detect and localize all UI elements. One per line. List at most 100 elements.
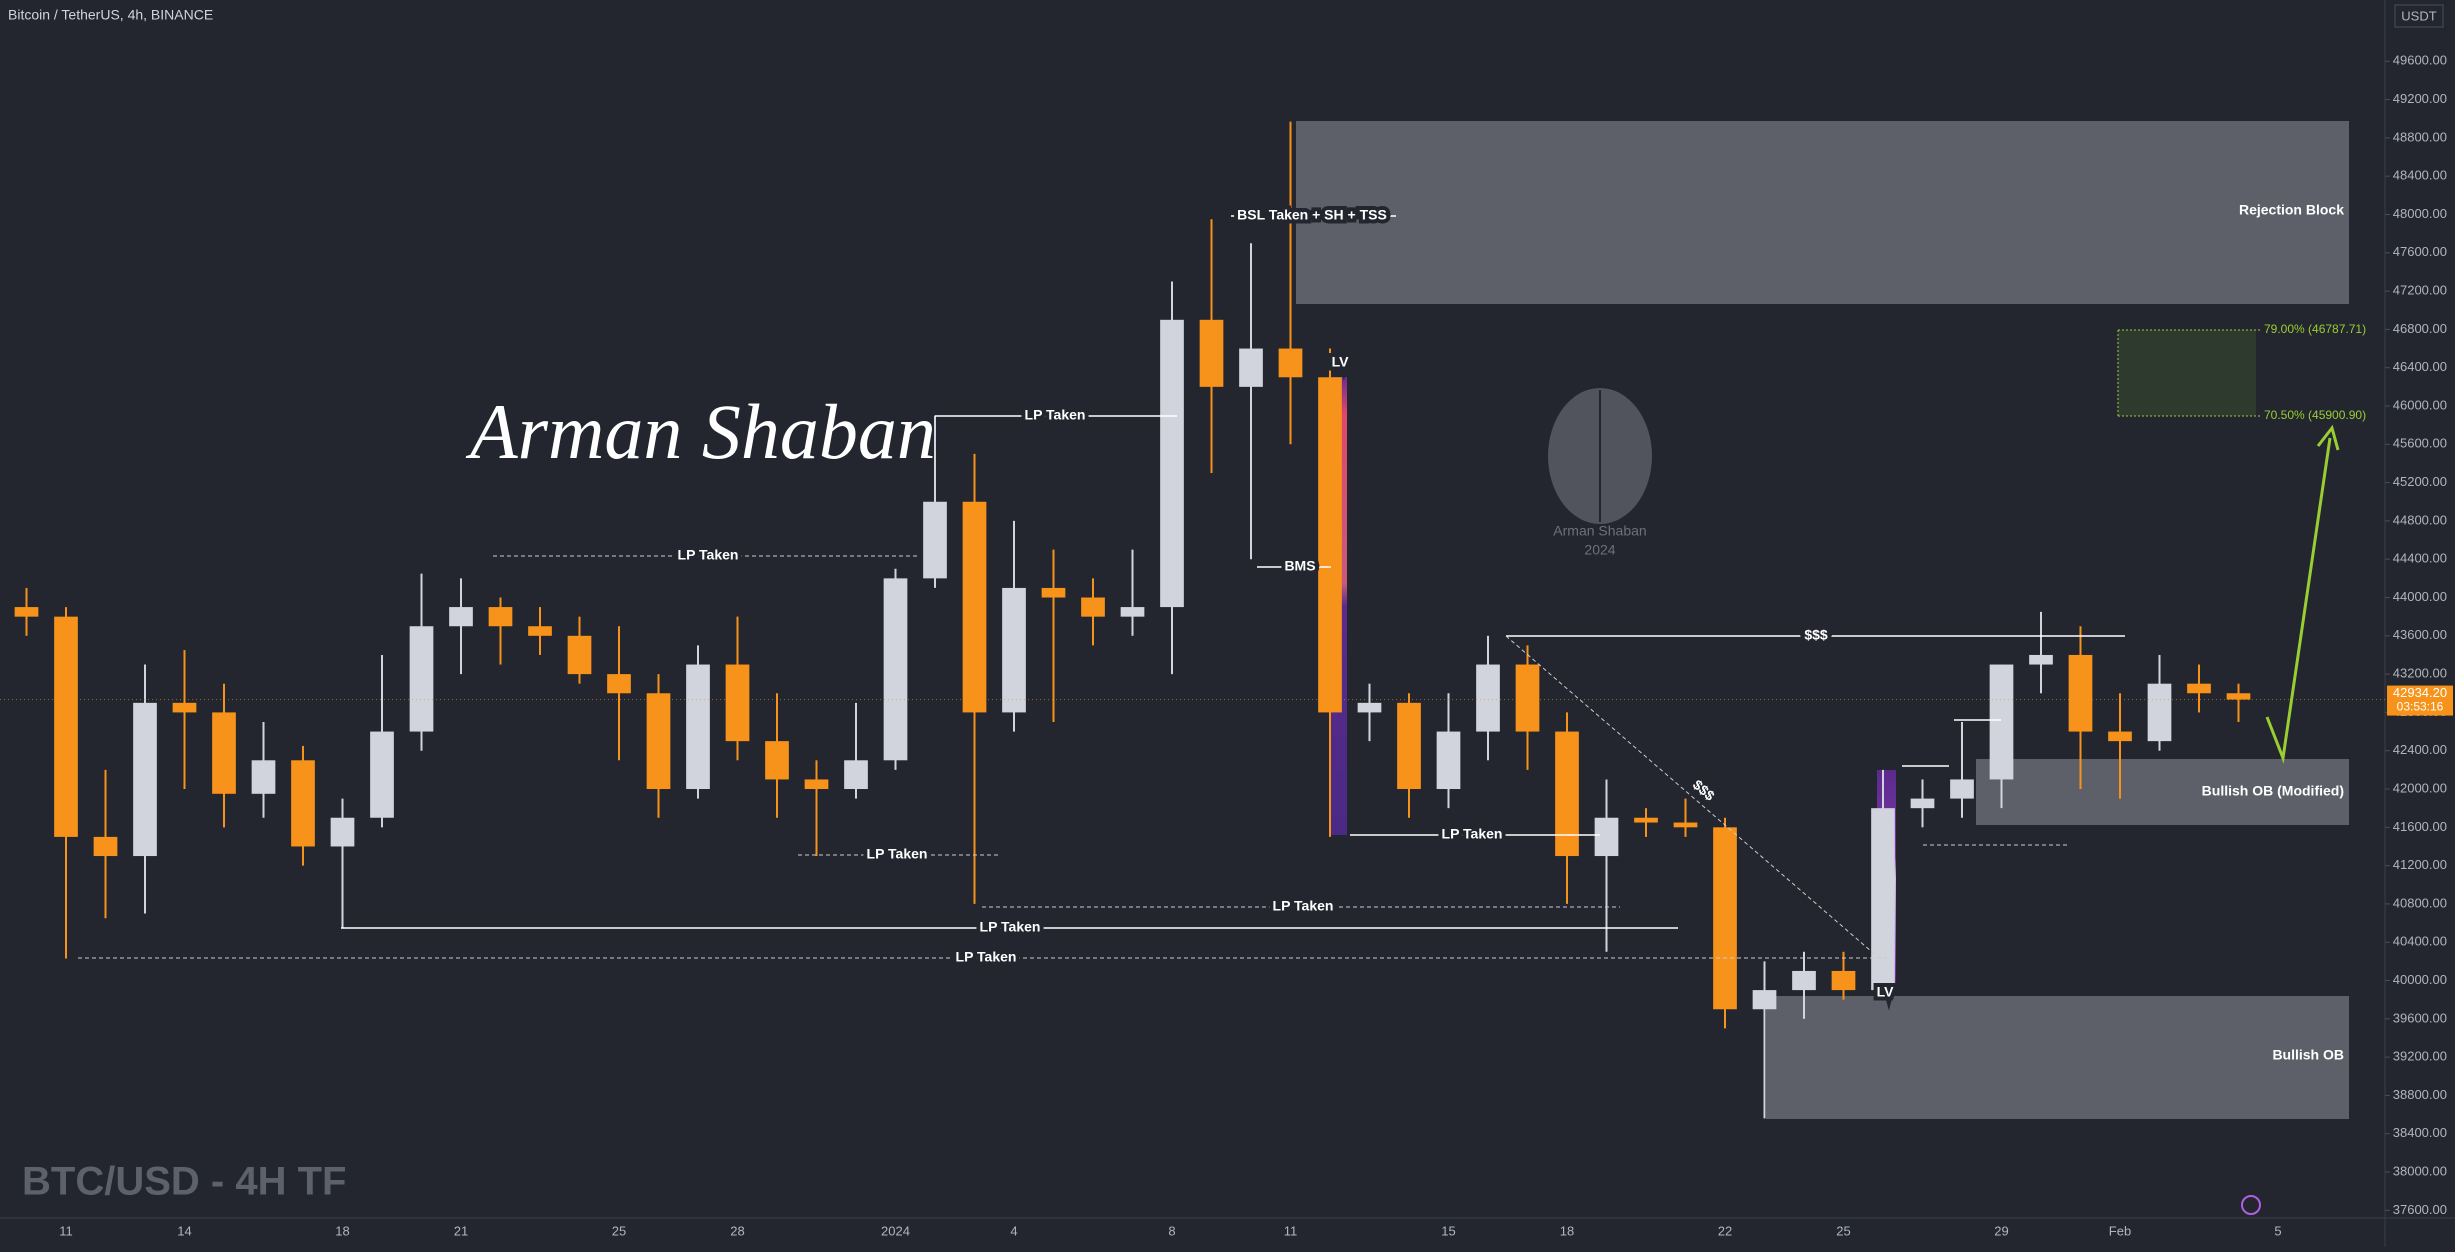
alert-icon[interactable]	[2241, 1195, 2261, 1215]
y-tick-label: 42000.00	[2393, 780, 2447, 795]
x-tick-label: 11	[59, 1223, 73, 1238]
candle-body	[2108, 731, 2132, 742]
candle-body	[449, 607, 473, 627]
candle-body	[567, 635, 592, 675]
candle-body	[2187, 683, 2211, 694]
candle-body	[1002, 587, 1026, 713]
candle-body	[883, 578, 908, 761]
candle-body	[646, 693, 671, 790]
candle-body	[725, 664, 750, 742]
annotation: BSL Taken + SH + TSS	[1237, 207, 1387, 223]
logo-text: Arman Shaban	[1553, 523, 1646, 539]
y-tick-label: 44800.00	[2393, 512, 2447, 527]
y-tick-label: 45200.00	[2393, 474, 2447, 489]
x-tick-label: 5	[2274, 1223, 2281, 1238]
annotation: $$$	[1804, 627, 1828, 643]
candle-body	[54, 616, 78, 837]
x-tick-label: 4	[1010, 1223, 1017, 1238]
fib-label: 70.50% (45900.90)	[2264, 408, 2366, 422]
x-tick-label: 28	[730, 1223, 744, 1238]
watermark: BTC/USD - 4H TF	[22, 1160, 346, 1204]
annotation: LV	[1332, 354, 1350, 370]
y-tick-label: 38400.00	[2393, 1125, 2447, 1140]
bullish-ob	[1766, 996, 2349, 1119]
candle-body	[1041, 587, 1066, 598]
x-tick-label: 29	[1994, 1223, 2008, 1238]
y-tick-label: 40400.00	[2393, 934, 2447, 949]
candle-body	[133, 702, 157, 857]
last-price-box	[2387, 685, 2453, 716]
candle-body	[488, 607, 513, 627]
bullish-ob-modified	[1976, 759, 2349, 825]
projection-arrow	[2265, 437, 2332, 764]
annotation: LP Taken	[956, 949, 1017, 965]
annotation: BMS	[1284, 558, 1315, 574]
x-tick-label: 25	[612, 1223, 626, 1238]
candle-body	[291, 760, 315, 847]
candle-body	[686, 664, 710, 790]
y-tick-label: 40000.00	[2393, 972, 2447, 987]
y-tick-label: 48000.00	[2393, 206, 2447, 221]
x-tick-label: 15	[1441, 1223, 1455, 1238]
candle-body	[1950, 779, 1974, 799]
trend-line	[1505, 635, 1880, 959]
candle-body	[1871, 808, 1895, 991]
logo-year: 2024	[1584, 542, 1615, 558]
candle-body	[409, 626, 434, 732]
candle-body	[1199, 319, 1224, 387]
x-tick-label: 8	[1168, 1223, 1175, 1238]
countdown: 03:53:16	[2397, 700, 2444, 714]
x-tick-label: 18	[335, 1223, 349, 1238]
candle-body	[1634, 817, 1658, 823]
y-tick-label: 46000.00	[2393, 397, 2447, 412]
candle-body	[14, 607, 39, 617]
candle-body	[2226, 693, 2251, 700]
candle-body	[1673, 822, 1698, 828]
candle-body	[1515, 664, 1540, 732]
candle-body	[1357, 702, 1382, 713]
y-tick-label: 44400.00	[2393, 551, 2447, 566]
candle-body	[1910, 798, 1935, 809]
candles	[14, 121, 2251, 1119]
candle-body	[1555, 731, 1579, 857]
y-tick-label: 49600.00	[2393, 53, 2447, 68]
candle-body	[330, 817, 355, 847]
x-tick-label: 21	[454, 1223, 468, 1238]
x-tick-label: 11	[1284, 1223, 1298, 1238]
x-tick-label: 14	[177, 1223, 191, 1238]
y-tick-label: 45600.00	[2393, 436, 2447, 451]
currency-box	[2394, 4, 2444, 28]
candle-body	[923, 501, 947, 579]
y-tick-label: 42400.00	[2393, 742, 2447, 757]
y-tick-label: 39600.00	[2393, 1010, 2447, 1025]
zone-label: Rejection Block	[2239, 202, 2344, 218]
candle-body	[804, 779, 829, 790]
zone-label: Bullish OB	[2272, 1047, 2344, 1063]
x-tick-label: Feb	[2109, 1223, 2131, 1238]
candle-body	[2029, 654, 2053, 665]
candle-body	[528, 626, 552, 636]
y-tick-label: 39200.00	[2393, 1049, 2447, 1064]
candle-body	[1989, 664, 2014, 780]
annotation: LV	[1877, 984, 1895, 1000]
y-tick-label: 38000.00	[2393, 1163, 2447, 1178]
x-tick-label: 22	[1718, 1223, 1732, 1238]
price-axis	[2385, 0, 2455, 1247]
x-tick-label: 2024	[881, 1223, 910, 1238]
annotation: LP Taken	[867, 846, 928, 862]
y-tick-label: 46400.00	[2393, 359, 2447, 374]
candle-body	[844, 760, 868, 790]
candle-body	[1594, 817, 1619, 857]
y-tick-label: 38800.00	[2393, 1087, 2447, 1102]
chart-title: Bitcoin / TetherUS, 4h, BINANCE	[8, 7, 213, 23]
candle-body	[962, 501, 987, 713]
y-tick-label: 46800.00	[2393, 321, 2447, 336]
candle-body	[370, 731, 394, 818]
candle-body	[1752, 990, 1777, 1010]
candle-body	[765, 741, 789, 780]
candle-body	[172, 702, 197, 713]
annotation: LP Taken	[678, 547, 739, 563]
annotation: LP Taken	[980, 919, 1041, 935]
